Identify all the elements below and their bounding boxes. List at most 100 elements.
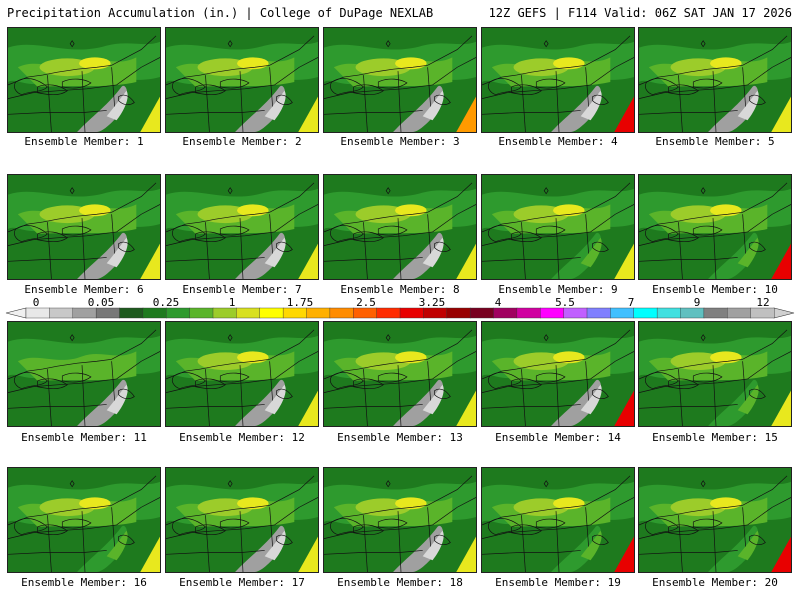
precip-map <box>8 468 160 572</box>
ensemble-map-panel <box>481 467 635 573</box>
precip-map <box>8 28 160 132</box>
colorbar-tick: 0 <box>32 296 40 309</box>
colorbar-graphic <box>5 307 795 319</box>
precip-map <box>166 468 318 572</box>
ensemble-map-panel <box>7 321 161 427</box>
colorbar-swatch <box>329 307 354 319</box>
colorbar-swatch <box>493 307 518 319</box>
ensemble-map-panel <box>481 27 635 133</box>
ensemble-member-label: Ensemble Member: 19 <box>495 576 621 589</box>
colorbar-swatch <box>610 307 635 319</box>
precip-map <box>639 468 791 572</box>
ensemble-member-label: Ensemble Member: 20 <box>652 576 778 589</box>
precip-map <box>166 322 318 426</box>
colorbar-tick: 3.25 <box>418 296 446 309</box>
colorbar-tick: 9 <box>693 296 701 309</box>
ensemble-member-label: Ensemble Member: 2 <box>182 135 302 148</box>
ensemble-member-label: Ensemble Member: 16 <box>21 576 147 589</box>
colorbar-swatch <box>376 307 401 319</box>
colorbar-swatch <box>750 307 775 319</box>
colorbar-swatch <box>540 307 565 319</box>
colorbar-swatch <box>189 307 214 319</box>
colorbar-swatch <box>212 307 237 319</box>
ensemble-map-panel <box>481 174 635 280</box>
ensemble-member-label: Ensemble Member: 13 <box>337 431 463 444</box>
ensemble-map-panel <box>638 321 792 427</box>
precip-map <box>324 322 476 426</box>
colorbar-tick: 0.25 <box>152 296 180 309</box>
precip-map <box>166 28 318 132</box>
colorbar-swatch <box>469 307 494 319</box>
ensemble-map-panel <box>323 321 477 427</box>
ensemble-map-panel <box>7 174 161 280</box>
colorbar-tick: 5.5 <box>555 296 575 309</box>
ensemble-map-panel <box>165 467 319 573</box>
ensemble-member-label: Ensemble Member: 6 <box>24 283 144 296</box>
ensemble-map-panel <box>481 321 635 427</box>
precip-map <box>482 322 634 426</box>
precip-map <box>8 175 160 279</box>
ensemble-member-label: Ensemble Member: 18 <box>337 576 463 589</box>
colorbar-swatch <box>119 307 144 319</box>
precip-map <box>482 468 634 572</box>
colorbar-max-arrow <box>773 307 795 319</box>
colorbar-swatch <box>399 307 424 319</box>
precip-map <box>324 28 476 132</box>
precip-map <box>639 28 791 132</box>
ensemble-member-label: Ensemble Member: 1 <box>24 135 144 148</box>
colorbar-swatch <box>727 307 752 319</box>
colorbar-tick: 1 <box>228 296 236 309</box>
precip-map <box>8 322 160 426</box>
colorbar <box>4 307 796 319</box>
colorbar-tick: 2.5 <box>356 296 376 309</box>
colorbar-tick: 0.05 <box>87 296 115 309</box>
colorbar-swatch <box>586 307 611 319</box>
colorbar-swatch <box>353 307 378 319</box>
colorbar-swatch <box>282 307 307 319</box>
ensemble-map-panel <box>165 321 319 427</box>
ensemble-member-label: Ensemble Member: 11 <box>21 431 147 444</box>
ensemble-map-panel <box>7 27 161 133</box>
precip-map <box>482 28 634 132</box>
ensemble-member-label: Ensemble Member: 12 <box>179 431 305 444</box>
map-title: Precipitation Accumulation (in.) | Colle… <box>7 6 434 20</box>
colorbar-swatch <box>95 307 120 319</box>
colorbar-swatch <box>72 307 97 319</box>
ensemble-map-panel <box>165 174 319 280</box>
colorbar-tick: 1.75 <box>286 296 314 309</box>
colorbar-tick: 12 <box>756 296 770 309</box>
ensemble-member-label: Ensemble Member: 9 <box>498 283 618 296</box>
precip-map <box>639 175 791 279</box>
ensemble-member-label: Ensemble Member: 10 <box>652 283 778 296</box>
ensemble-map-panel <box>638 174 792 280</box>
colorbar-swatch <box>49 307 74 319</box>
colorbar-tick: 4 <box>494 296 502 309</box>
ensemble-member-label: Ensemble Member: 7 <box>182 283 302 296</box>
colorbar-swatch <box>142 307 167 319</box>
ensemble-member-label: Ensemble Member: 3 <box>340 135 460 148</box>
colorbar-swatch <box>446 307 471 319</box>
precip-map <box>324 468 476 572</box>
colorbar-swatch <box>656 307 681 319</box>
colorbar-swatch <box>680 307 705 319</box>
ensemble-map-panel <box>165 27 319 133</box>
ensemble-member-label: Ensemble Member: 8 <box>340 283 460 296</box>
ensemble-member-label: Ensemble Member: 15 <box>652 431 778 444</box>
ensemble-member-label: Ensemble Member: 17 <box>179 576 305 589</box>
colorbar-swatch <box>259 307 284 319</box>
colorbar-swatch <box>563 307 588 319</box>
colorbar-swatch <box>236 307 261 319</box>
colorbar-swatch <box>306 307 331 319</box>
ensemble-map-panel <box>7 467 161 573</box>
ensemble-member-label: Ensemble Member: 14 <box>495 431 621 444</box>
colorbar-swatch <box>423 307 448 319</box>
ensemble-member-label: Ensemble Member: 4 <box>498 135 618 148</box>
colorbar-swatch <box>633 307 658 319</box>
precip-map <box>482 175 634 279</box>
colorbar-tick: 7 <box>627 296 635 309</box>
precip-map <box>639 322 791 426</box>
colorbar-swatch <box>703 307 728 319</box>
precip-map <box>324 175 476 279</box>
colorbar-swatch <box>25 307 50 319</box>
valid-time: 12Z GEFS | F114 Valid: 06Z SAT JAN 17 20… <box>488 6 792 20</box>
